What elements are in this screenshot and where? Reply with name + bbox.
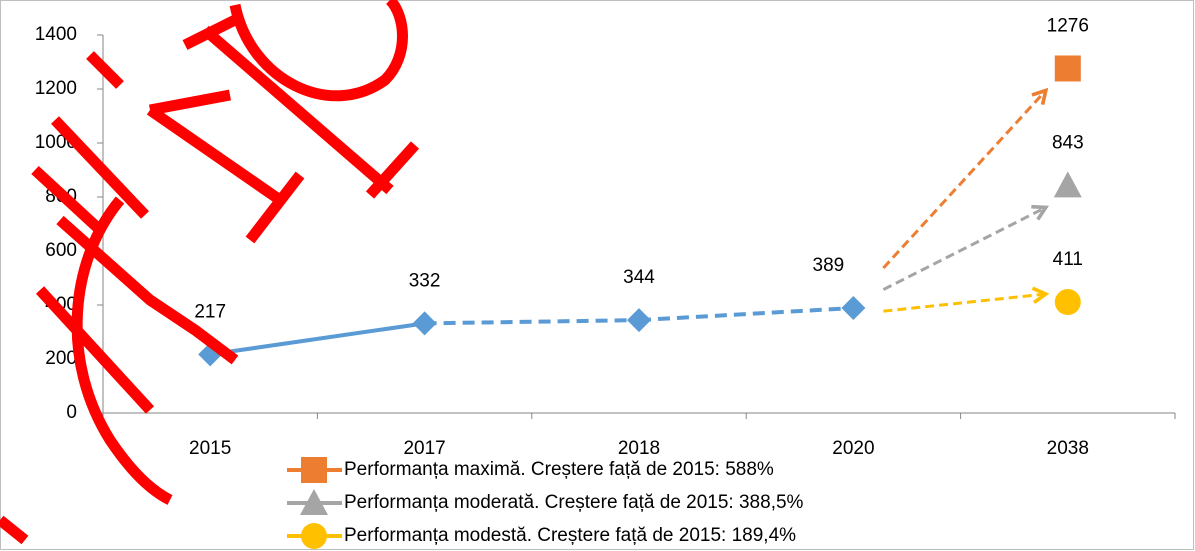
marker	[1054, 171, 1082, 197]
line-segment	[425, 320, 639, 323]
data-label: 332	[409, 270, 441, 291]
x-tick-label: 2018	[618, 438, 660, 459]
y-tick-label: 1200	[35, 78, 77, 99]
data-label: 411	[1053, 249, 1083, 270]
marker	[1055, 289, 1081, 315]
legend-label: Performanța modestă. Creștere față de 20…	[344, 525, 796, 546]
marker	[1055, 55, 1081, 81]
marker	[413, 311, 437, 335]
data-label: 344	[623, 267, 655, 288]
trend-arrow	[883, 207, 1045, 289]
x-tick-label: 2015	[189, 438, 231, 459]
y-tick-label: 1400	[35, 24, 77, 45]
line-segment	[639, 308, 853, 320]
y-tick-label: 200	[45, 348, 77, 369]
marker	[627, 308, 651, 332]
marker	[301, 523, 327, 549]
x-tick-label: 2020	[832, 438, 874, 459]
data-label: 389	[813, 255, 845, 276]
watermark-stroke	[185, 20, 415, 195]
chart: 0200400600800100012001400201520172018202…	[0, 0, 1195, 551]
marker	[841, 296, 865, 320]
legend-label: Performanța moderată. Creștere față de 2…	[344, 492, 804, 513]
line-segment	[210, 323, 424, 354]
data-label: 843	[1052, 132, 1084, 153]
legend-label: Performanța maximă. Creștere față de 201…	[344, 459, 774, 480]
x-tick-label: 2038	[1047, 438, 1089, 459]
data-label: 217	[194, 301, 226, 322]
y-tick-label: 600	[45, 240, 77, 261]
trend-arrow	[883, 294, 1045, 311]
watermark-stroke	[0, 520, 25, 540]
watermark-stroke	[150, 95, 300, 240]
y-tick-label: 0	[66, 402, 77, 423]
x-tick-label: 2017	[403, 438, 445, 459]
marker	[301, 457, 327, 483]
data-label: 1276	[1047, 15, 1089, 36]
trend-arrow	[883, 90, 1045, 267]
